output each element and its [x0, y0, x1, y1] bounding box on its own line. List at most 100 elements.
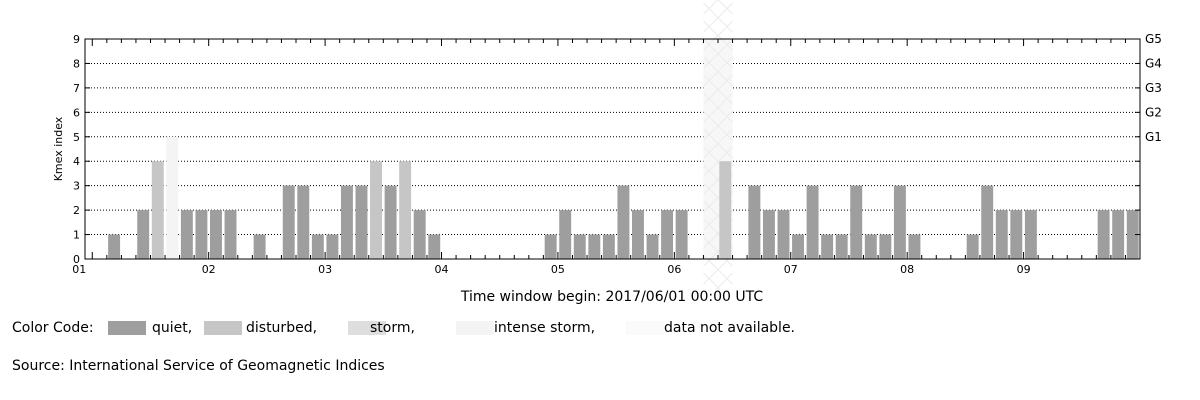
kmex-bar [282, 185, 295, 259]
hatch-line [703, 0, 719, 15]
legend-label-intense-storm: intense storm, [494, 320, 596, 336]
legend-label-storm: storm, [370, 320, 415, 336]
kmex-bar [253, 234, 266, 259]
kmex-bar [428, 234, 441, 259]
kmex-bar [311, 234, 324, 259]
kmex-bar [180, 210, 193, 259]
legend-swatch-disturbed [204, 321, 242, 335]
kmex-bar [370, 161, 383, 259]
g-scale-label: G5 [1145, 32, 1162, 46]
kmex-bar [821, 234, 834, 259]
legend-title: Color Code: [12, 320, 94, 336]
kmex-bar [195, 210, 208, 259]
x-tick-label: 07 [784, 263, 798, 276]
kmex-bar [151, 161, 164, 259]
x-axis-caption: Time window begin: 2017/06/01 00:00 UTC [460, 289, 764, 305]
hatch-line [703, 254, 733, 285]
kmex-bar [1097, 210, 1110, 259]
source-note: Source: International Service of Geomagn… [12, 358, 385, 374]
kmex-bar [879, 234, 892, 259]
kmex-bar [326, 234, 339, 259]
kmex-bar [413, 210, 426, 259]
y-tick-label: 6 [73, 106, 80, 119]
hatch-line [703, 110, 733, 141]
kmex-bar [835, 234, 848, 259]
kmex-bar [588, 234, 601, 259]
kmex-bar [224, 210, 237, 259]
kmex-bar [340, 185, 353, 259]
kmex-bar [1010, 210, 1023, 259]
hatch-line [703, 74, 733, 105]
kmex-bar [544, 234, 557, 259]
x-tick-label: 02 [202, 263, 216, 276]
y-tick-label: 7 [73, 82, 80, 95]
x-tick-label: 08 [900, 263, 914, 276]
g-scale-label: G1 [1145, 130, 1162, 144]
legend-swatch-storm [348, 321, 386, 335]
y-tick-label: 5 [73, 131, 80, 144]
kmex-bar [355, 185, 368, 259]
kmex-bar [719, 161, 732, 259]
plot-frame [84, 38, 1141, 260]
kmex-bar [573, 234, 586, 259]
y-tick-label: 2 [73, 204, 80, 217]
hatch-line [703, 38, 733, 69]
x-tick-label: 03 [318, 263, 332, 276]
hatch-line [717, 0, 733, 15]
kmex-bar [1112, 210, 1125, 259]
kmex-bar [675, 210, 688, 259]
kmex-bar [748, 185, 761, 259]
hatch-line [703, 128, 733, 159]
y-tick-label: 0 [73, 253, 80, 266]
kmex-bar [399, 161, 412, 259]
hatch-line [703, 146, 733, 177]
legend-label-disturbed: disturbed, [246, 320, 318, 336]
kmex-bar [762, 210, 775, 259]
kmex-bar [108, 234, 121, 259]
kmex-bar [602, 234, 615, 259]
y-tick-label: 8 [73, 57, 80, 70]
kmex-bar [646, 234, 659, 259]
kmex-bar [209, 210, 222, 259]
x-tick-label: 05 [551, 263, 565, 276]
kmex-bar [297, 185, 310, 259]
kmex-bar [617, 185, 630, 259]
kmex-bar [166, 136, 179, 259]
kmex-bar [384, 185, 397, 259]
kmex-bar [908, 234, 921, 259]
kmex-bar [137, 210, 150, 259]
y-tick-label: 3 [73, 180, 80, 193]
kmex-bar [850, 185, 863, 259]
hatch-line [703, 2, 733, 33]
y-tick-label: 9 [73, 33, 80, 46]
kmex-bar [777, 210, 790, 259]
kmex-bar [995, 210, 1008, 259]
legend-swatch-intense-storm [456, 321, 494, 335]
kmex-bar [1024, 210, 1037, 259]
x-tick-label: 09 [1017, 263, 1031, 276]
hatch-line [703, 20, 733, 51]
g-scale-label: G3 [1145, 81, 1162, 95]
g-scale-label: G4 [1145, 56, 1162, 70]
kmex-bar [559, 210, 572, 259]
kmex-bar [893, 185, 906, 259]
y-axis-label: Kmex index [52, 116, 65, 181]
x-tick-label: 06 [667, 263, 681, 276]
legend-label-not-available: data not available. [664, 320, 796, 336]
legend-swatch-quiet [108, 321, 146, 335]
x-tick-label: 01 [72, 263, 86, 276]
hatch-line [703, 56, 733, 87]
legend-label-quiet: quiet, [152, 320, 193, 336]
x-tick-label: 04 [435, 263, 449, 276]
kmex-bar [1126, 210, 1139, 259]
y-tick-label: 4 [73, 155, 80, 168]
kmex-bar [864, 234, 877, 259]
kmex-bar [661, 210, 674, 259]
kmex-bar [966, 234, 979, 259]
kmex-bar [792, 234, 805, 259]
hatch-line [714, 272, 733, 290]
legend-swatch-not-available [626, 321, 664, 335]
kmex-bar [806, 185, 819, 259]
y-tick-label: 1 [73, 229, 80, 242]
